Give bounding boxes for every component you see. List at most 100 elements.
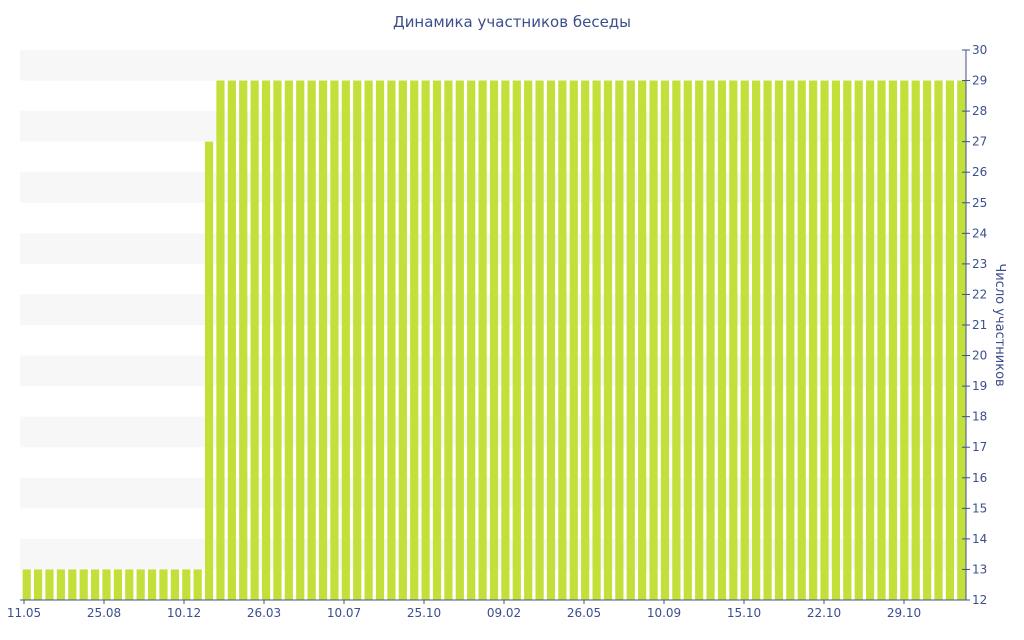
y-tick-label: 27 bbox=[972, 135, 987, 149]
bar bbox=[512, 80, 521, 600]
y-tick-label: 12 bbox=[972, 593, 987, 607]
x-tick-label: 22.10 bbox=[807, 606, 841, 620]
x-tick-label: 11.05 bbox=[7, 606, 41, 620]
bar bbox=[239, 80, 248, 600]
bar bbox=[90, 569, 100, 600]
y-tick-label: 15 bbox=[972, 501, 987, 515]
bar bbox=[501, 80, 510, 600]
y-tick-label: 21 bbox=[972, 318, 987, 332]
y-tick-label: 22 bbox=[972, 287, 987, 301]
bar bbox=[227, 80, 236, 600]
x-tick-label: 25.08 bbox=[87, 606, 121, 620]
x-tick-label: 26.05 bbox=[567, 606, 601, 620]
x-tick-label: 29.10 bbox=[887, 606, 921, 620]
y-tick-label: 16 bbox=[972, 471, 987, 485]
bar bbox=[432, 80, 442, 600]
y-tick-label: 14 bbox=[972, 532, 987, 546]
bar bbox=[546, 80, 556, 600]
bar bbox=[410, 80, 419, 600]
bar bbox=[900, 80, 909, 600]
x-tick-label: 15.10 bbox=[727, 606, 761, 620]
y-axis-label: Число участников bbox=[992, 263, 1007, 386]
bar bbox=[831, 80, 841, 600]
bar bbox=[672, 80, 681, 600]
bar bbox=[615, 80, 624, 600]
chart-title: Динамика участников беседы bbox=[392, 13, 632, 31]
bar bbox=[22, 569, 31, 600]
x-axis: 11.05 25.08 10.12 26.03 10.07 25.10 09.02 26.05… bbox=[7, 599, 966, 620]
y-tick-label: 18 bbox=[972, 410, 987, 424]
bar bbox=[626, 80, 635, 600]
y-tick-label: 23 bbox=[972, 257, 987, 271]
bars bbox=[22, 80, 966, 601]
bar bbox=[68, 569, 77, 600]
bar bbox=[193, 569, 202, 600]
bar bbox=[843, 80, 852, 600]
bar bbox=[341, 80, 350, 600]
x-tick-label: 25.10 bbox=[407, 606, 441, 620]
bar bbox=[695, 80, 704, 600]
bar bbox=[934, 80, 943, 600]
bar bbox=[945, 80, 955, 600]
x-tick-label: 10.09 bbox=[647, 606, 681, 620]
bar bbox=[763, 80, 772, 600]
bar bbox=[307, 80, 316, 600]
bar bbox=[216, 80, 225, 600]
bar bbox=[797, 80, 806, 600]
bar bbox=[683, 80, 692, 600]
bar bbox=[809, 80, 818, 600]
bar bbox=[820, 80, 829, 600]
x-tick-label: 10.12 bbox=[167, 606, 201, 620]
bar bbox=[455, 80, 464, 600]
bar bbox=[888, 80, 898, 600]
bar bbox=[182, 569, 191, 600]
bar bbox=[444, 80, 453, 600]
bar bbox=[923, 80, 932, 600]
y-tick-label: 13 bbox=[972, 562, 987, 576]
y-tick-label: 24 bbox=[972, 226, 987, 240]
x-tick-label: 10.07 bbox=[327, 606, 361, 620]
bar bbox=[56, 569, 65, 600]
bar bbox=[125, 569, 134, 600]
bar bbox=[603, 80, 613, 600]
bar bbox=[204, 141, 214, 601]
y-tick-label: 20 bbox=[972, 349, 987, 363]
bar bbox=[261, 80, 271, 600]
bar bbox=[33, 569, 43, 600]
bar bbox=[147, 569, 157, 600]
bar bbox=[467, 80, 476, 600]
bar bbox=[250, 80, 259, 600]
y-tick-label: 19 bbox=[972, 379, 987, 393]
bar bbox=[170, 569, 179, 600]
y-tick-label: 30 bbox=[972, 43, 987, 57]
x-tick-label: 09.02 bbox=[487, 606, 521, 620]
bar bbox=[592, 80, 601, 600]
bar bbox=[478, 80, 487, 600]
bar bbox=[786, 80, 795, 600]
bar bbox=[660, 80, 670, 600]
bar bbox=[353, 80, 362, 600]
bar bbox=[706, 80, 715, 600]
bar bbox=[752, 80, 761, 600]
bar bbox=[387, 80, 396, 600]
y-axis: 12 13 14 15 16 17 18 19 20 21 22 23 24 25 26 27 28 29 30 bbox=[962, 43, 987, 607]
bar bbox=[318, 80, 328, 600]
bar bbox=[957, 80, 966, 600]
bar bbox=[535, 80, 544, 600]
bar bbox=[877, 80, 886, 600]
bar bbox=[717, 80, 727, 600]
bar bbox=[45, 569, 54, 600]
y-tick-label: 28 bbox=[972, 104, 987, 118]
bar bbox=[421, 80, 430, 600]
bar bbox=[113, 569, 122, 600]
bar bbox=[524, 80, 533, 600]
bar bbox=[558, 80, 567, 600]
y-tick-label: 26 bbox=[972, 165, 987, 179]
bar bbox=[649, 80, 658, 600]
y-tick-label: 29 bbox=[972, 74, 987, 88]
bar bbox=[273, 80, 282, 600]
x-tick-label: 26.03 bbox=[247, 606, 281, 620]
grid-band bbox=[20, 50, 966, 81]
